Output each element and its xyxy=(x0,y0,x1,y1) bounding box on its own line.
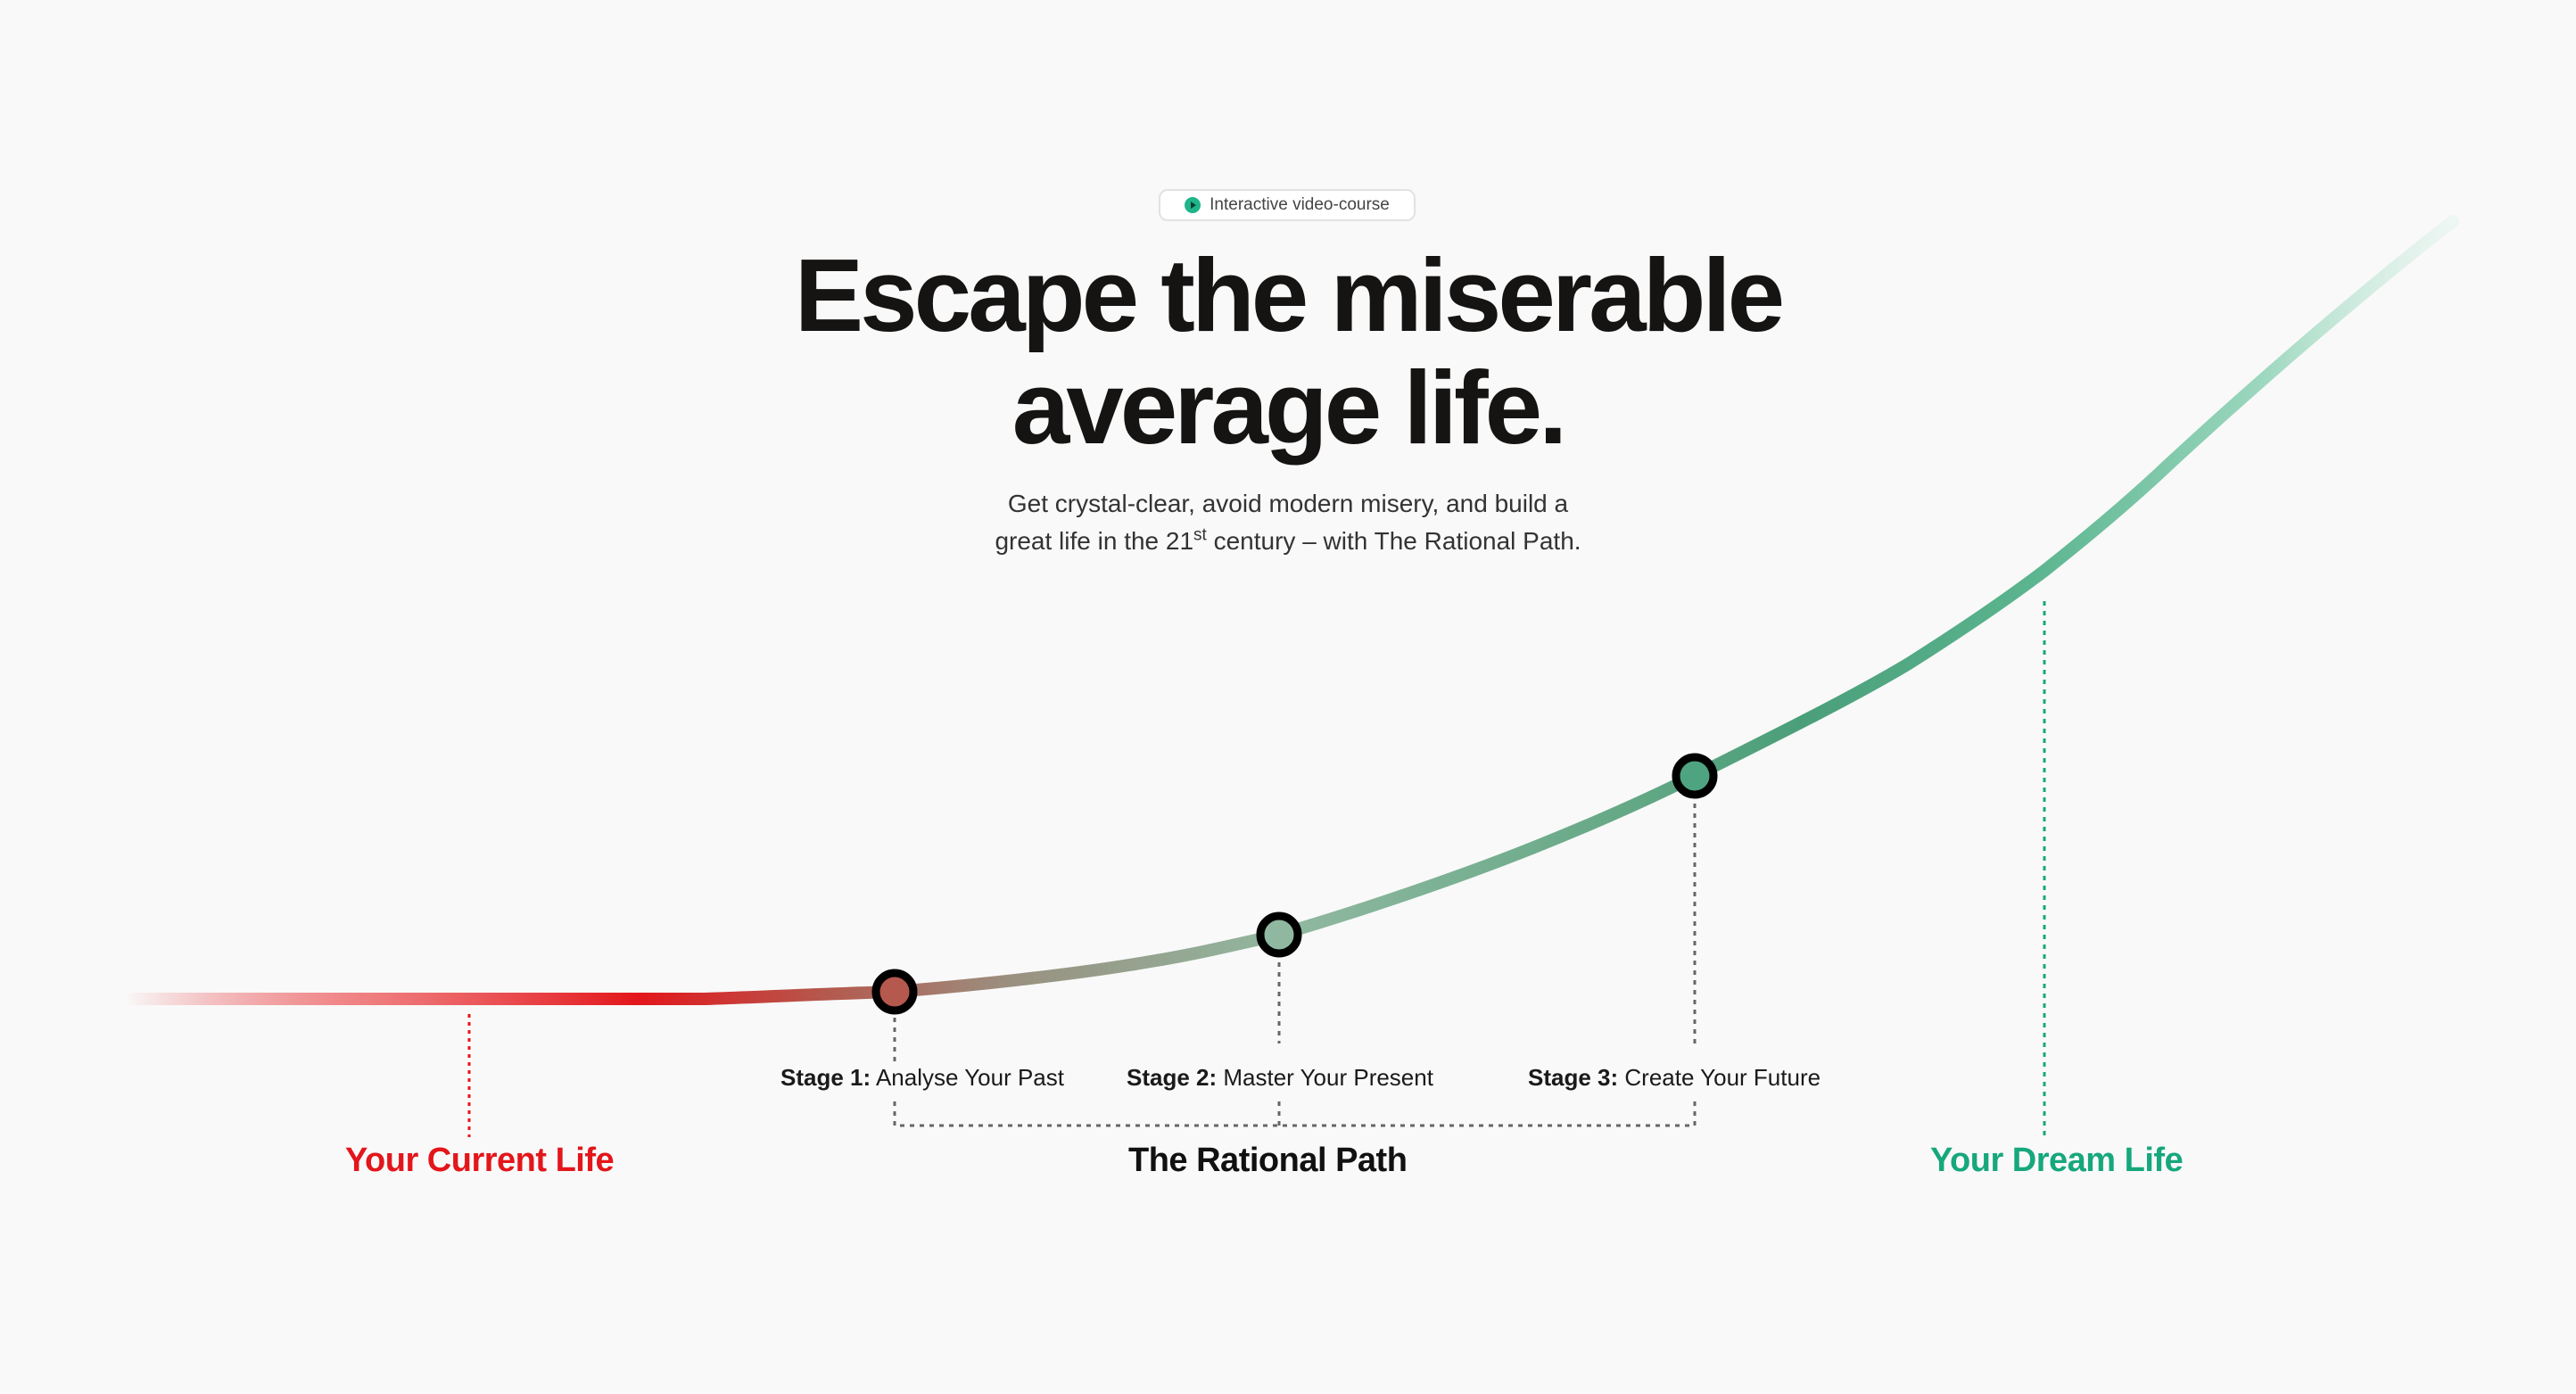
stage-1-label: Stage 1: Analyse Your Past xyxy=(780,1064,1064,1092)
stage-2-text: Master Your Present xyxy=(1217,1064,1433,1091)
subtitle-ordinal: st xyxy=(1193,525,1207,545)
page-headline: Escape the miserable average life. xyxy=(0,239,2576,464)
stage3-marker xyxy=(1672,753,1718,799)
subtitle-line-2-end: century – with The Rational Path. xyxy=(1206,527,1581,555)
stage-3-label: Stage 3: Create Your Future xyxy=(1528,1064,1821,1092)
stage2-marker xyxy=(1256,911,1302,958)
subtitle-line-2-start: great life in the 21 xyxy=(995,527,1194,555)
rational-path-label: The Rational Path xyxy=(1128,1142,1408,1179)
subtitle-line-1: Get crystal-clear, avoid modern misery, … xyxy=(1007,490,1569,517)
stage-2-label: Stage 2: Master Your Present xyxy=(1127,1064,1433,1092)
play-circle-icon xyxy=(1185,197,1201,213)
headline-line-1: Escape the miserable xyxy=(794,237,1785,353)
stage-2-prefix: Stage 2: xyxy=(1127,1064,1218,1091)
stage1-marker xyxy=(871,969,918,1015)
stage-1-prefix: Stage 1: xyxy=(780,1064,871,1091)
stage-3-prefix: Stage 3: xyxy=(1528,1064,1619,1091)
page-subtitle: Get crystal-clear, avoid modern misery, … xyxy=(0,485,2576,560)
stage-3-text: Create Your Future xyxy=(1618,1064,1821,1091)
rational-path-bracket xyxy=(893,1101,1697,1127)
badge-text: Interactive video-course xyxy=(1210,195,1390,214)
stage-1-text: Analyse Your Past xyxy=(871,1064,1064,1091)
dream-life-label: Your Dream Life xyxy=(1930,1142,2184,1179)
course-badge: Interactive video-course xyxy=(1159,189,1416,221)
headline-line-2: average life. xyxy=(1011,350,1568,466)
current-life-label: Your Current Life xyxy=(345,1142,615,1179)
life-curve xyxy=(119,215,2459,1005)
